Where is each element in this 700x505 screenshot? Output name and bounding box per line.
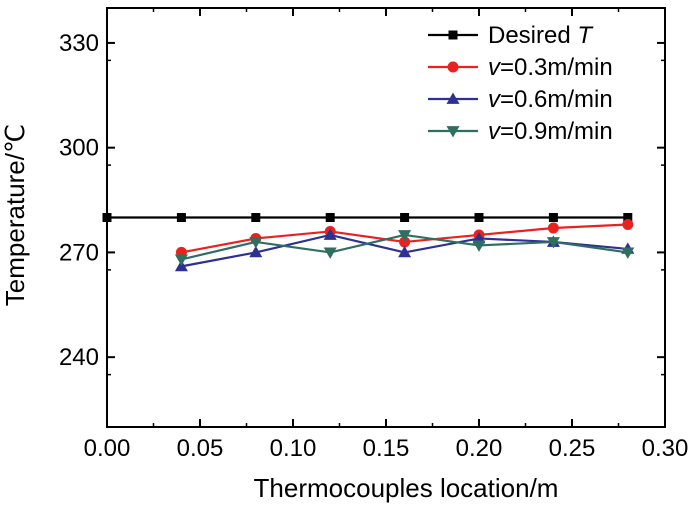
series-1-point bbox=[548, 213, 558, 222]
legend-entry-4: v=0.9m/min bbox=[428, 118, 613, 145]
legend-text-italic: v bbox=[488, 54, 502, 81]
legend-entry-3-label: v=0.6m/min bbox=[488, 86, 613, 113]
y-axis-title: Temperature/℃ bbox=[0, 124, 30, 306]
legend-entry-1-label: Desired T bbox=[488, 22, 594, 49]
series-4 bbox=[174, 230, 635, 266]
series-4-point bbox=[323, 247, 337, 259]
series-3-point bbox=[472, 231, 486, 244]
legend-text-suffix: =0.9m/min bbox=[500, 118, 613, 145]
y-tick-label: 300 bbox=[59, 135, 99, 162]
legend-text-italic: v bbox=[488, 118, 502, 145]
series-1-point bbox=[251, 213, 261, 222]
series-3-point bbox=[249, 245, 263, 258]
series-4-point bbox=[249, 237, 263, 249]
legend-text-suffix: =0.6m/min bbox=[500, 86, 613, 113]
legend-entry-2-marker bbox=[447, 61, 459, 73]
series-1 bbox=[102, 213, 633, 222]
series-1-point bbox=[400, 213, 410, 222]
legend-text-suffix: =0.3m/min bbox=[500, 54, 613, 81]
legend-entry-3: v=0.6m/min bbox=[428, 86, 613, 113]
x-tick-label: 0.10 bbox=[270, 435, 317, 462]
series-4-point bbox=[546, 237, 560, 249]
x-tick-label: 0.30 bbox=[642, 435, 689, 462]
legend-text-prefix: Desired bbox=[488, 22, 577, 49]
series-4-point bbox=[472, 240, 486, 252]
series-4-point bbox=[398, 230, 412, 242]
series-1-point bbox=[176, 213, 186, 222]
series-3-point bbox=[323, 228, 337, 240]
plot-area bbox=[102, 213, 635, 272]
legend-entry-2: v=0.3m/min bbox=[428, 54, 613, 81]
legend-entry-4-label: v=0.9m/min bbox=[488, 118, 613, 145]
legend-text-italic: T bbox=[577, 22, 594, 49]
legend-text-italic: v bbox=[488, 86, 502, 113]
series-4-point bbox=[174, 254, 188, 266]
x-tick-label: 0.15 bbox=[363, 435, 410, 462]
y-tick-label: 270 bbox=[59, 239, 99, 266]
axes: 0.00 0.05 0.10 0.15 0.20 0.25 0.30 240 270 300 330 bbox=[59, 7, 689, 462]
y-tick-label: 240 bbox=[59, 344, 99, 371]
x-tick-label: 0.20 bbox=[456, 435, 503, 462]
series-3-point bbox=[398, 245, 412, 258]
x-tick-label: 0.05 bbox=[177, 435, 224, 462]
series-2-point bbox=[622, 218, 634, 230]
legend-entry-1-marker bbox=[448, 30, 458, 40]
legend-entry-4-marker bbox=[446, 126, 460, 138]
x-tick-label: 0.25 bbox=[549, 435, 596, 462]
series-4-point bbox=[621, 247, 635, 259]
legend-entry-2-label: v=0.3m/min bbox=[488, 54, 613, 81]
series-2-point bbox=[547, 222, 559, 234]
series-2-point bbox=[399, 236, 411, 248]
series-1-point bbox=[325, 213, 335, 222]
x-axis-title: Thermocouples location/m bbox=[254, 473, 559, 503]
legend-entry-3-marker bbox=[446, 92, 460, 104]
y-tick-label: 330 bbox=[59, 30, 99, 57]
legend-entry-1: Desired T bbox=[428, 22, 594, 49]
series-1-point bbox=[474, 213, 484, 222]
series-1-point bbox=[623, 213, 633, 222]
x-tick-label: 0.00 bbox=[84, 435, 131, 462]
